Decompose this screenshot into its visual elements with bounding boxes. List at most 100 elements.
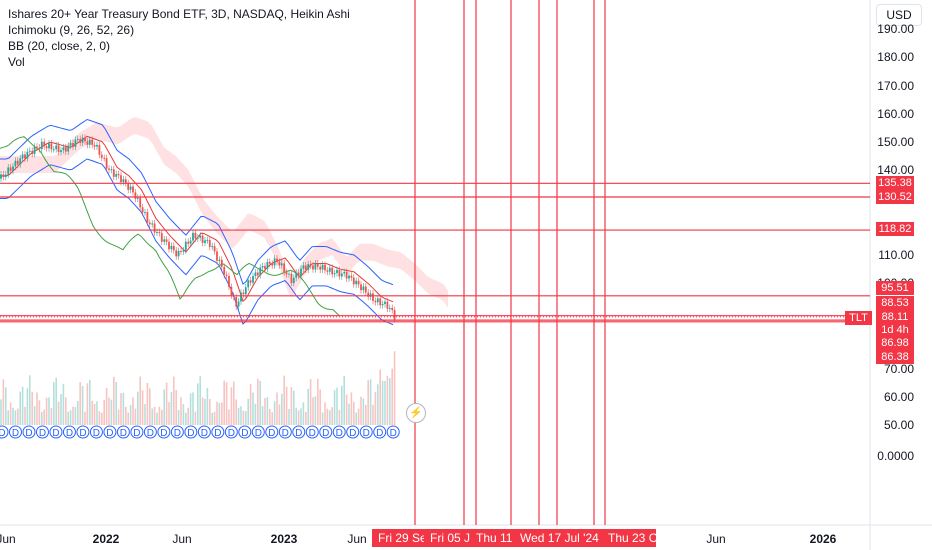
dividend-marker <box>359 425 373 439</box>
candle-body <box>266 261 269 269</box>
candle-body <box>127 183 130 190</box>
bollinger-upper <box>0 118 394 286</box>
volume-bar <box>98 411 101 425</box>
dividend-label: D <box>79 428 86 439</box>
volume-bar <box>48 397 50 425</box>
candle-body <box>136 197 139 199</box>
candle-body <box>259 267 262 276</box>
volume-bar <box>74 407 77 425</box>
price-tag: 95.51 <box>876 281 914 295</box>
candle-body <box>362 286 365 291</box>
dividend-label: D <box>322 428 329 439</box>
volume-bar <box>213 411 216 425</box>
volume-bar <box>206 387 209 425</box>
volume-bar <box>233 381 235 425</box>
volume-bar <box>245 411 247 425</box>
volume-bar <box>14 410 17 425</box>
currency-button[interactable]: USD <box>876 4 922 26</box>
candle-body <box>300 268 302 276</box>
y-tick-label: 170.00 <box>877 78 914 93</box>
volume-bar <box>353 401 355 425</box>
bollinger-lower <box>0 158 394 326</box>
volume-bar <box>230 387 233 425</box>
volume-bar <box>134 408 137 425</box>
candle-body <box>60 150 62 153</box>
candle-body <box>324 264 326 271</box>
dividend-label: D <box>214 428 221 439</box>
candle-body <box>338 269 341 277</box>
volume-bar <box>257 378 259 425</box>
y-tick-label: 160.00 <box>877 106 914 121</box>
volume-bar <box>153 406 156 425</box>
dividend-marker <box>278 425 292 439</box>
indicator-bollinger[interactable]: BB (20, close, 2, 0) <box>8 39 111 53</box>
candle-body <box>170 245 173 250</box>
candle-body <box>328 267 331 272</box>
candle-body <box>381 304 384 306</box>
volume-bar <box>374 391 377 425</box>
dividend-marker <box>251 425 265 439</box>
volume-bar <box>362 398 365 425</box>
candle-body <box>64 147 67 152</box>
candle-body <box>43 141 46 147</box>
volume-bar <box>125 406 127 425</box>
dividend-marker <box>346 425 360 439</box>
candle-body <box>261 265 264 268</box>
volume-bar <box>163 389 165 425</box>
candle-body <box>93 144 96 147</box>
candle-body <box>189 240 192 244</box>
indicator-ichimoku[interactable]: Ichimoku (9, 26, 52, 26) <box>8 23 135 37</box>
volume-bar <box>192 392 194 425</box>
volume-bar <box>45 397 48 425</box>
volume-bar <box>223 380 225 425</box>
candle-body <box>316 263 319 267</box>
candle-body <box>384 301 386 305</box>
volume-bar <box>69 410 72 425</box>
x-tick-label: Jun <box>347 532 367 546</box>
price-tag: 1d 4h <box>876 323 914 337</box>
volume-bar <box>53 382 55 425</box>
candle-body <box>314 263 317 270</box>
y-tick-label: 70.00 <box>883 361 914 376</box>
volume-bar <box>31 391 33 425</box>
lightning-icon[interactable]: ⚡ <box>406 403 426 423</box>
candle-body <box>62 147 65 151</box>
candle-body <box>172 245 175 251</box>
candle-body <box>52 149 55 151</box>
dividend-marker <box>8 425 22 439</box>
x-tick-label: Jun <box>172 532 192 546</box>
y-tick-label: 50.00 <box>883 418 914 432</box>
volume-bar <box>288 408 290 425</box>
dividend-label: D <box>147 428 154 439</box>
candle-body <box>304 265 307 270</box>
candle-body <box>100 154 103 158</box>
indicator-volume[interactable]: Vol <box>8 55 25 69</box>
volume-bar <box>381 380 384 425</box>
candle-body <box>177 250 180 257</box>
dividend-label: D <box>93 428 100 439</box>
candle-body <box>278 261 281 266</box>
candle-body <box>391 307 394 311</box>
volume-bar <box>21 386 24 425</box>
dividend-marker <box>157 425 171 439</box>
dividend-label: D <box>12 428 19 439</box>
dividend-label: D <box>376 428 383 439</box>
candle-body <box>228 275 230 287</box>
candle-body <box>33 146 36 154</box>
dividend-label: D <box>241 428 248 439</box>
candle-body <box>213 246 216 252</box>
candle-body <box>211 246 214 248</box>
volume-bar <box>170 391 173 425</box>
volume-bar <box>293 390 295 425</box>
x-tick-label: 2026 <box>809 532 837 546</box>
candle-body <box>288 273 290 275</box>
dividend-marker <box>184 425 198 439</box>
candle-body <box>357 280 360 285</box>
price-tag: 86.98 <box>876 336 914 350</box>
volume-bar <box>324 402 326 425</box>
candle-body <box>96 144 98 147</box>
volume-bar <box>317 378 319 425</box>
candle-body <box>244 287 247 295</box>
candle-body <box>110 169 113 171</box>
